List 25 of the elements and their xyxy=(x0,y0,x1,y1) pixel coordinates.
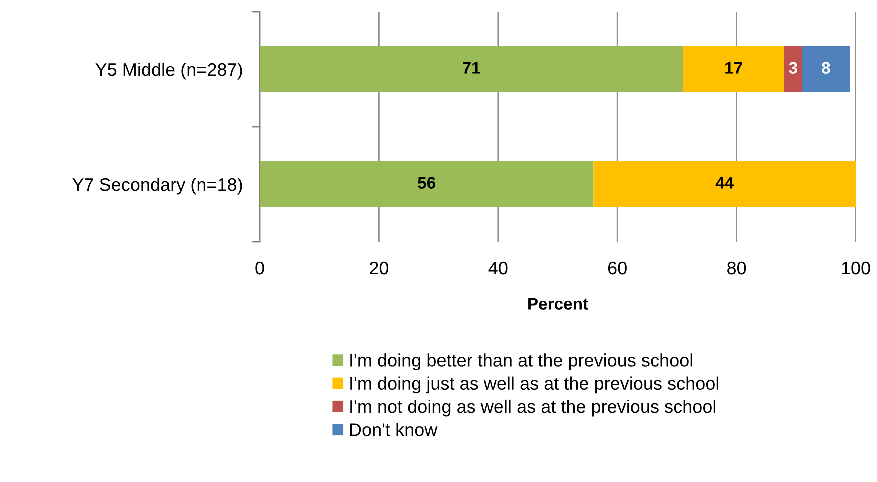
x-tick-label: 20 xyxy=(370,262,389,275)
y-tick-label: Y7 Secondary (n=18) xyxy=(72,178,242,195)
bar xyxy=(784,46,802,92)
data-label: 44 xyxy=(716,177,734,189)
bar xyxy=(802,46,850,92)
bar xyxy=(594,162,856,208)
x-axis-title: Percent xyxy=(528,298,588,310)
x-tick-label: 40 xyxy=(488,262,508,275)
bar xyxy=(683,46,784,92)
bar xyxy=(260,162,594,208)
legend-label: I'm not doing as well as at the previous school xyxy=(350,400,716,417)
legend-label: I'm doing better than at the previous school xyxy=(350,354,692,370)
legend-label: Don't know xyxy=(350,423,438,436)
x-tick-label: 60 xyxy=(608,262,627,275)
data-label: 71 xyxy=(463,62,480,74)
x-tick-label: 0 xyxy=(256,262,264,275)
bar xyxy=(260,46,684,92)
data-label: 3 xyxy=(789,62,798,74)
data-label: 17 xyxy=(726,62,742,74)
legend-label: I'm doing just as well as at the previous school xyxy=(350,376,719,394)
x-tick-label: 80 xyxy=(728,262,746,275)
data-label: 8 xyxy=(822,62,830,74)
data-label: 56 xyxy=(418,177,436,189)
y-tick-label: Y5 Middle (n=287) xyxy=(96,62,242,80)
x-tick-label: 100 xyxy=(842,262,870,275)
